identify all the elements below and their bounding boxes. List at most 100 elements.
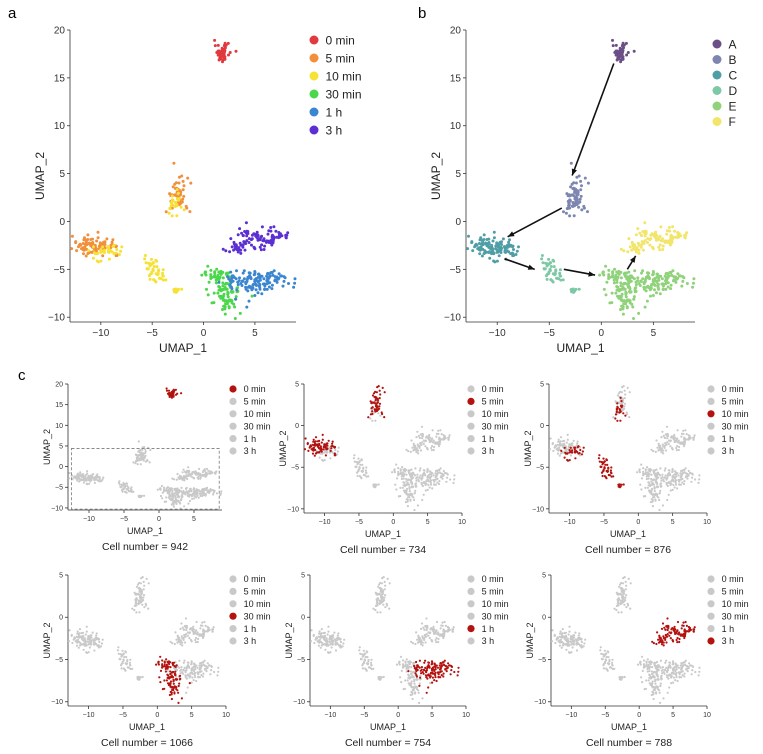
data-point [401, 663, 405, 666]
data-point [365, 466, 368, 469]
data-point [134, 602, 137, 605]
data-point [603, 460, 606, 463]
data-point [439, 627, 442, 630]
data-point [118, 657, 121, 660]
data-point [143, 455, 146, 459]
data-point [410, 680, 413, 683]
data-point [562, 210, 565, 214]
data-point [693, 434, 696, 437]
data-point [418, 682, 421, 685]
data-point [399, 472, 402, 475]
data-point [363, 659, 367, 662]
data-point [669, 445, 672, 448]
data-point [176, 472, 179, 476]
data-point [660, 451, 663, 454]
data-point [98, 640, 101, 644]
data-point [330, 447, 333, 450]
data-point [435, 435, 438, 438]
data-point [399, 676, 402, 679]
data-point [632, 295, 636, 299]
data-point [623, 397, 626, 400]
data-point [571, 201, 575, 204]
data-point [511, 244, 515, 248]
data-point [214, 281, 218, 285]
data-point [388, 607, 391, 610]
data-point [666, 476, 669, 479]
data-point [275, 275, 279, 279]
data-point [566, 438, 569, 441]
data-point [242, 277, 246, 281]
data-point [142, 459, 145, 462]
data-point [404, 665, 407, 668]
data-point [682, 276, 686, 280]
data-point [670, 435, 674, 438]
y-tick-label: 0 [59, 464, 63, 471]
y-tick-label: 15 [55, 402, 63, 409]
data-point [193, 490, 196, 493]
data-point [545, 277, 549, 281]
data-point [197, 675, 200, 679]
data-point [617, 272, 621, 276]
data-point [564, 451, 567, 454]
data-point [418, 469, 421, 472]
y-axis-label: UMAP_2 [42, 622, 52, 658]
data-point [217, 277, 221, 281]
data-point [418, 637, 421, 640]
data-point [622, 385, 625, 388]
data-point [428, 637, 431, 640]
data-point [119, 249, 123, 253]
data-point [409, 499, 412, 502]
data-point [427, 631, 430, 634]
data-point [550, 640, 554, 643]
data-point [446, 473, 449, 476]
data-point [580, 453, 584, 456]
legend-label: 5 min [244, 587, 266, 597]
data-point [209, 470, 212, 473]
data-point [427, 634, 430, 637]
data-point [88, 482, 91, 485]
data-point [92, 251, 96, 255]
data-point [199, 627, 202, 630]
data-point [560, 646, 563, 649]
data-point [405, 473, 408, 476]
legend-label: 30 min [722, 421, 749, 431]
data-point [322, 448, 325, 451]
data-point [616, 294, 619, 298]
data-point [415, 688, 419, 691]
data-point [398, 660, 401, 664]
data-point [431, 681, 434, 684]
data-point [339, 646, 343, 649]
data-point [658, 508, 661, 512]
data-point [480, 254, 484, 258]
data-point [512, 248, 515, 251]
data-point [425, 669, 428, 672]
data-point [168, 395, 171, 398]
data-point [216, 291, 220, 295]
data-point [445, 480, 448, 483]
data-point [179, 627, 182, 631]
data-point [265, 287, 269, 291]
data-point [517, 245, 520, 249]
data-point [628, 391, 631, 394]
data-point [186, 686, 189, 689]
legend-marker [712, 117, 722, 126]
data-point [164, 210, 168, 214]
data-point [488, 245, 492, 249]
data-point [139, 463, 142, 466]
data-point [610, 275, 614, 279]
data-point [397, 470, 400, 473]
data-point [402, 489, 406, 492]
data-point [687, 434, 690, 437]
data-point [491, 247, 495, 251]
data-point [442, 434, 445, 437]
data-point [406, 663, 409, 666]
data-point [79, 478, 82, 481]
data-point [664, 449, 668, 452]
legend-marker [707, 410, 715, 418]
y-tick-label: −5 [55, 657, 63, 664]
data-point [440, 433, 443, 436]
data-point [658, 448, 661, 451]
data-point [650, 477, 653, 481]
data-point [331, 440, 334, 443]
